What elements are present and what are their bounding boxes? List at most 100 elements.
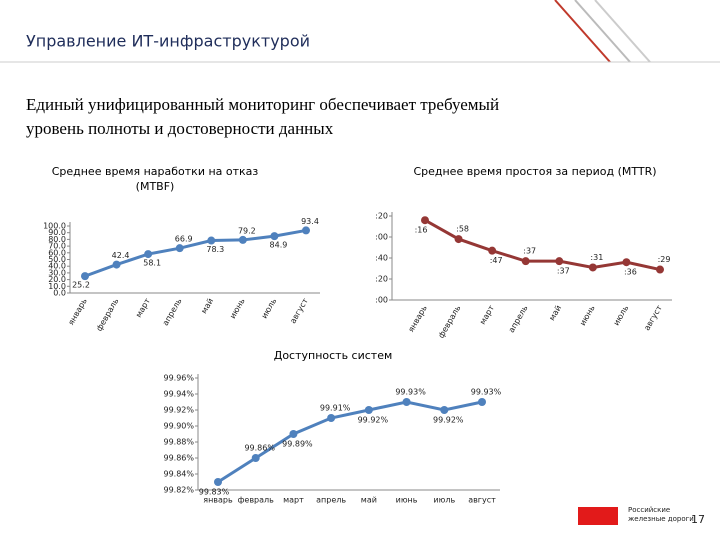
data-point bbox=[488, 246, 497, 255]
data-point bbox=[478, 398, 486, 406]
y-tick-label: 99.88% bbox=[163, 438, 194, 447]
data-point bbox=[302, 226, 310, 235]
x-tick-label: февраль bbox=[437, 304, 463, 340]
x-tick-label: август bbox=[468, 496, 496, 505]
logo: Российские железные дороги bbox=[578, 506, 694, 525]
data-label: 78.3 bbox=[206, 245, 224, 254]
data-label: :37 bbox=[523, 247, 536, 256]
data-point bbox=[364, 406, 373, 414]
y-tick-label: 70.0 bbox=[48, 242, 66, 251]
data-label: 99.83% bbox=[199, 488, 230, 497]
data-point bbox=[622, 258, 631, 267]
y-tick-label: :00 bbox=[375, 296, 388, 305]
data-point bbox=[175, 244, 184, 253]
data-point bbox=[440, 406, 449, 414]
x-tick-label: февраль bbox=[95, 297, 121, 333]
logo-mark bbox=[578, 507, 618, 525]
data-label: 66.9 bbox=[175, 235, 193, 244]
data-point bbox=[421, 216, 429, 225]
x-tick-label: август bbox=[288, 296, 310, 325]
y-tick-label: 90.0 bbox=[48, 228, 66, 237]
x-tick-label: январь bbox=[406, 304, 429, 334]
y-tick-label: 50.0 bbox=[48, 255, 66, 264]
y-tick-label: 60.0 bbox=[48, 248, 66, 257]
data-point bbox=[555, 257, 564, 266]
x-tick-label: июль bbox=[433, 496, 455, 505]
y-tick-label: 99.96% bbox=[163, 374, 194, 383]
data-point bbox=[327, 414, 336, 422]
data-label: 84.9 bbox=[270, 241, 288, 250]
data-label: :37 bbox=[557, 267, 570, 276]
data-point bbox=[207, 236, 216, 245]
x-tick-label: июль bbox=[612, 304, 631, 328]
x-tick-label: февраль bbox=[238, 496, 275, 505]
x-tick-label: май bbox=[199, 297, 215, 315]
x-tick-label: июнь bbox=[228, 297, 247, 321]
series-line bbox=[84, 228, 307, 278]
data-point bbox=[144, 250, 153, 259]
y-tick-label: 99.94% bbox=[163, 390, 194, 399]
data-label: :36 bbox=[624, 268, 637, 277]
y-tick-label: :40 bbox=[375, 254, 388, 263]
y-tick-label: :00 bbox=[375, 233, 388, 242]
y-tick-label: 10.0 bbox=[48, 282, 66, 291]
x-tick-label: май bbox=[547, 304, 563, 322]
data-point bbox=[521, 257, 530, 266]
data-label: 99.93% bbox=[471, 388, 502, 397]
data-point bbox=[251, 454, 260, 462]
chart-title: Среднее время наработки на отказ bbox=[52, 165, 259, 178]
data-label: 99.92% bbox=[358, 416, 389, 425]
x-tick-label: май bbox=[361, 496, 377, 505]
y-tick-label: 100.0 bbox=[43, 222, 66, 231]
y-tick-label: 20.0 bbox=[48, 275, 66, 284]
data-point bbox=[588, 263, 597, 272]
x-tick-label: июнь bbox=[396, 496, 418, 505]
data-label: 99.91% bbox=[320, 404, 351, 413]
data-label: 79.2 bbox=[238, 226, 256, 235]
x-tick-label: январь bbox=[203, 496, 233, 505]
decor-line bbox=[554, 0, 611, 63]
data-point bbox=[270, 232, 279, 241]
x-tick-label: март bbox=[478, 303, 496, 326]
series-line bbox=[424, 218, 661, 272]
y-tick-label: 0.0 bbox=[53, 289, 66, 298]
data-label: 93.4 bbox=[301, 217, 319, 226]
data-point bbox=[402, 398, 411, 406]
chart-title: Среднее время простоя за период (MTTR) bbox=[413, 165, 656, 178]
x-tick-label: август bbox=[642, 303, 664, 332]
series-line bbox=[217, 400, 483, 484]
y-tick-label: 99.90% bbox=[163, 422, 194, 431]
x-tick-label: март bbox=[283, 496, 304, 505]
y-tick-label: 99.92% bbox=[163, 406, 194, 415]
data-label: 99.89% bbox=[282, 440, 313, 449]
logo-text: Российские bbox=[628, 506, 670, 514]
x-tick-label: июль bbox=[260, 297, 279, 321]
x-tick-label: июнь bbox=[578, 304, 597, 328]
subtitle: Единый унифицированный мониторинг обеспе… bbox=[26, 95, 499, 114]
data-label: 99.92% bbox=[433, 416, 464, 425]
subtitle: уровень полноты и достоверности данных bbox=[26, 119, 334, 138]
y-tick-label: 30.0 bbox=[48, 268, 66, 277]
data-label: :31 bbox=[590, 253, 603, 262]
y-tick-label: :20 bbox=[375, 275, 388, 284]
data-label: 58.1 bbox=[143, 259, 161, 268]
x-tick-label: январь bbox=[66, 297, 89, 327]
decor-line bbox=[594, 0, 651, 63]
y-tick-label: 80.0 bbox=[48, 235, 66, 244]
y-tick-label: 40.0 bbox=[48, 262, 66, 271]
x-tick-label: апрель bbox=[161, 297, 184, 328]
y-tick-label: :20 bbox=[375, 212, 388, 221]
data-point bbox=[656, 265, 664, 274]
decor-line bbox=[574, 0, 631, 63]
data-label: :58 bbox=[456, 225, 469, 234]
y-tick-label: 99.82% bbox=[163, 486, 194, 495]
data-point bbox=[454, 235, 463, 244]
data-label: :29 bbox=[658, 255, 671, 264]
data-label: 25.2 bbox=[72, 281, 90, 290]
y-tick-label: 99.86% bbox=[163, 454, 194, 463]
chart-title: (MTBF) bbox=[136, 180, 175, 193]
data-label: :16 bbox=[415, 226, 428, 235]
logo-text: железные дороги bbox=[628, 515, 694, 523]
data-label: 42.4 bbox=[112, 251, 130, 260]
